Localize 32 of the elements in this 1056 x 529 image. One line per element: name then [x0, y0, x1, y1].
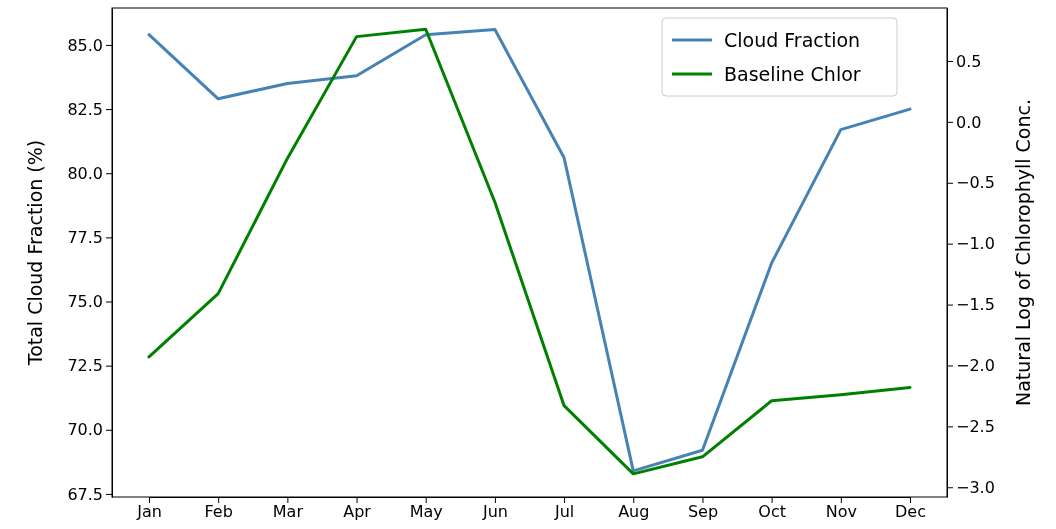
- y2-tick-label: −2.0: [956, 356, 995, 376]
- y2-tick-label: −3.0: [956, 477, 995, 497]
- x-tick-label: Aug: [618, 502, 650, 522]
- x-tick-label: Mar: [272, 502, 304, 522]
- y-tick-label: 70.0: [67, 420, 103, 440]
- y-tick-label: 75.0: [67, 292, 103, 312]
- y2-tick-label: 0.5: [956, 51, 982, 71]
- x-tick-label: Nov: [825, 502, 857, 522]
- y2-tick-label: −1.0: [956, 234, 995, 254]
- x-tick-label: Feb: [204, 502, 233, 522]
- y-tick-label: 85.0: [67, 35, 103, 55]
- legend-label: Baseline Chlor: [724, 63, 861, 85]
- x-tick-label: May: [409, 502, 443, 522]
- x-tick-label: Sep: [687, 502, 719, 522]
- y-tick-label: 67.5: [67, 484, 103, 504]
- y-tick-label: 72.5: [67, 356, 103, 376]
- y2-tick-label: −2.5: [956, 416, 995, 436]
- y-tick-label: 80.0: [67, 163, 103, 183]
- y2-axis-title: Natural Log of Chlorophyll Conc.: [1012, 98, 1034, 407]
- legend-label: Cloud Fraction: [724, 29, 861, 51]
- y-tick-label: 82.5: [67, 99, 103, 119]
- y2-tick-label: −1.5: [956, 295, 995, 315]
- x-tick-label: Jul: [553, 502, 575, 522]
- x-tick-label: Jan: [136, 502, 162, 522]
- x-tick-label: Jun: [481, 502, 508, 522]
- y2-tick-label: −0.5: [956, 173, 995, 193]
- x-tick-label: Apr: [343, 502, 372, 522]
- x-tick-label: Dec: [895, 502, 926, 522]
- x-tick-label: Oct: [758, 502, 786, 522]
- y-axis-title: Total Cloud Fraction (%): [24, 139, 46, 367]
- y-tick-label: 77.5: [67, 227, 103, 247]
- y2-tick-label: 0.0: [956, 112, 982, 132]
